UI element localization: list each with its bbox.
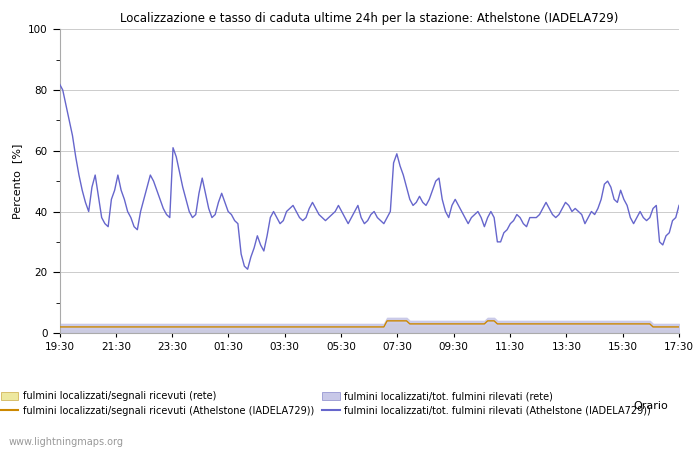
Title: Localizzazione e tasso di caduta ultime 24h per la stazione: Athelstone (IADELA7: Localizzazione e tasso di caduta ultime … <box>120 12 618 25</box>
Text: www.lightningmaps.org: www.lightningmaps.org <box>8 436 123 446</box>
Text: Orario: Orario <box>634 401 668 411</box>
Y-axis label: Percento  [%]: Percento [%] <box>13 144 22 219</box>
Legend: fulmini localizzati/segnali ricevuti (rete), fulmini localizzati/segnali ricevut: fulmini localizzati/segnali ricevuti (re… <box>1 391 651 416</box>
